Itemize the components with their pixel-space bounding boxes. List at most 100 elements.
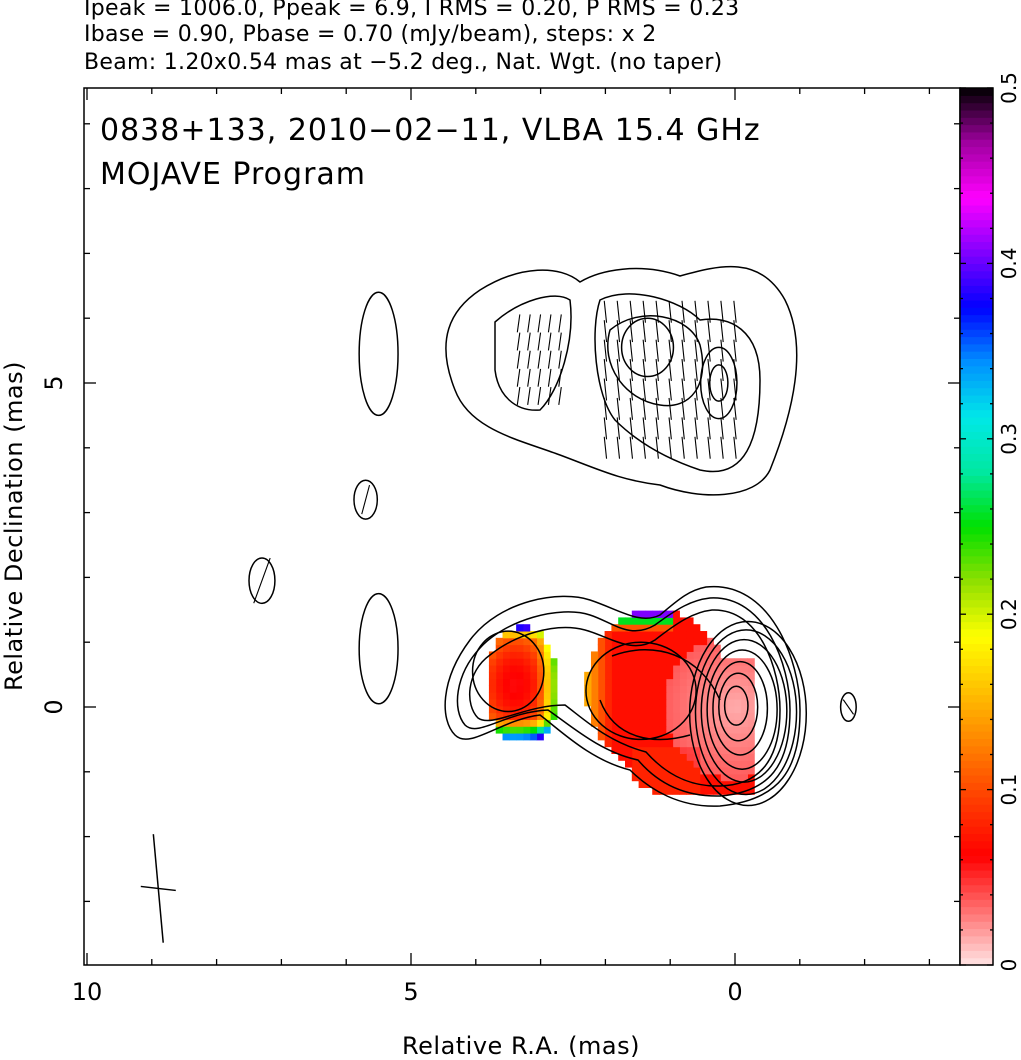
polarization-pixel [699,787,708,795]
polarization-pixel [631,739,640,748]
polarization-pixel [550,665,558,673]
polarization-pixel [550,705,558,714]
polarization-pixel [659,644,667,652]
evpa-stick [629,397,634,420]
polarization-pixel [679,644,687,652]
colorbar-swatch [960,292,993,301]
polarization-pixel [693,651,701,659]
polarization-pixel [747,712,755,720]
polarization-pixel [652,617,660,625]
colorbar-swatch [960,570,993,579]
colorbar-swatch [960,694,993,703]
colorbar-swatch [960,650,993,659]
polarization-pixel [543,685,551,693]
polarization-pixel [631,665,640,673]
polarization-pixel [495,665,504,673]
isolated-contour [248,557,276,605]
polarization-pixel [618,637,626,646]
polarization-pixel [727,767,735,775]
polarization-pixel [699,739,708,748]
polarization-pixel [611,712,619,720]
polarization-pixel [509,699,517,707]
polarization-pixel [516,712,524,720]
polarization-pixel [488,671,497,680]
polarization-pixel [488,678,497,686]
colorbar-swatch [960,614,993,623]
polarization-pixel [713,644,721,652]
polarization-pixel [597,726,606,734]
colorbar-swatch [960,577,993,586]
isolated-contour [358,592,399,705]
polarization-pixel [645,719,653,727]
polarization-pixel [720,767,728,775]
header-line-2: Ibase = 0.90, Pbase = 0.70 (mJy/beam), s… [84,22,657,47]
polarization-pixel [645,671,653,680]
colorbar-swatch [960,701,993,710]
polarization-pixel [699,767,708,775]
polarization-pixel [516,678,524,686]
evpa-stick [668,320,672,343]
evpa-stick [603,339,608,362]
polarization-pixel [665,780,674,789]
polarization-pixel [522,733,531,741]
contour-level-2 [456,597,791,797]
polarization-pixel [733,719,742,727]
polarization-pixel [665,678,674,686]
core-contour [723,685,749,726]
polarization-pixel [645,644,653,652]
polarization-pixel [543,658,551,666]
polarization-pixel [645,726,653,734]
polarization-pixel [611,685,619,693]
polarization-pixel [679,726,687,734]
evpa-stick [527,368,531,387]
polarization-pixel [638,773,646,782]
polarization-pixel [740,780,748,789]
evpa-stick [655,300,659,323]
polarization-pixel [686,780,694,789]
polarization-pixel [536,678,544,686]
evpa-stick [720,417,724,440]
polarization-pixel [659,651,667,659]
polarization-pixel [536,637,544,646]
polarization-pixel [543,665,551,673]
colorbar-swatch [960,358,993,367]
polarization-pixel [584,678,592,686]
polarization-pixel [747,671,755,680]
y-tick-label: 5 [40,375,68,390]
polarization-pixel [713,671,721,680]
colorbar-swatch [960,321,993,330]
evpa-stick [694,378,698,401]
header-line-1: Ipeak = 1006.0, Ppeak = 6.9, I RMS = 0.2… [84,0,740,21]
colorbar-swatch [960,658,993,666]
polarization-pixel [618,753,626,761]
evpa-stick [655,359,659,382]
colorbar-swatch [960,329,993,338]
evpa-stick [603,436,608,459]
colorbar-swatch [960,314,993,323]
polarization-pixel [509,671,517,680]
polarization-pixel [706,787,714,795]
polarization-pixel [720,733,728,741]
polarization-pixel [659,773,667,782]
polarization-pixel [638,705,646,714]
polarization-pixel [652,671,660,680]
polarization-pixel [652,699,660,707]
polarization-pixel [604,685,612,693]
polarization-pixel [522,685,531,693]
polarization-pixel [740,726,748,734]
polarization-pixel [550,699,558,707]
polarization-pixel [522,699,531,707]
polarization-pixel [747,658,755,666]
polarization-pixel [631,773,640,782]
polarization-pixel [509,651,517,659]
colorbar-swatch [960,840,993,849]
polarization-pixel [693,631,701,639]
outer-contour [444,585,801,807]
polarization-pixel [720,760,728,768]
colorbar-swatch [960,826,993,835]
polarization-pixel [625,685,633,693]
evpa-stick [516,368,521,387]
polarization-pixel [747,760,755,768]
polarization-pixel [747,767,755,775]
polarization-pixel [645,651,653,659]
